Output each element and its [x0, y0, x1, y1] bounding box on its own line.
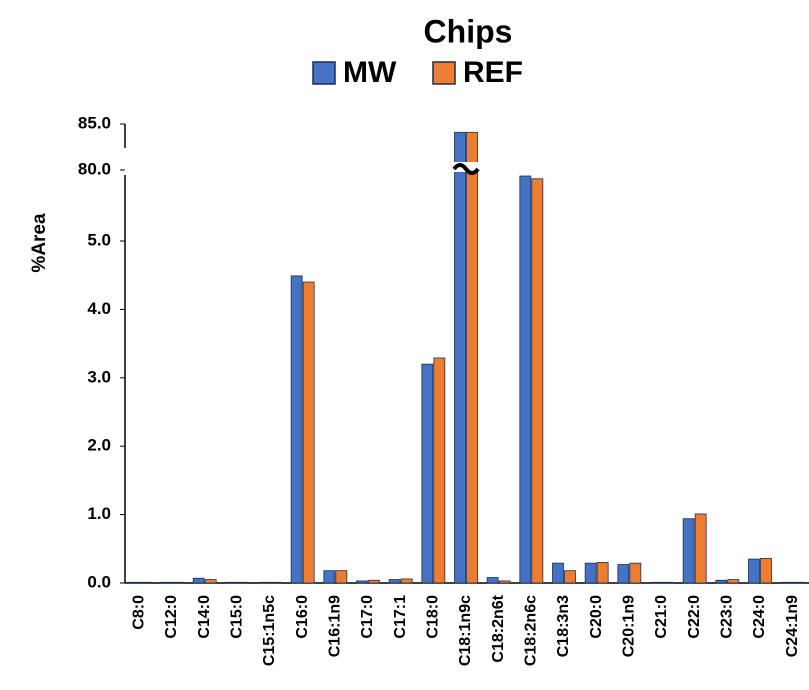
bar — [433, 357, 446, 584]
x-tick-label: C17:1 — [392, 595, 409, 639]
bar — [727, 579, 740, 584]
bar — [225, 581, 238, 584]
bar — [715, 579, 728, 584]
y-axis-label: %Area — [29, 213, 50, 273]
bar — [486, 577, 499, 584]
x-tick-label: C16:1n9 — [327, 595, 344, 657]
y-tick-label: 0.0 — [87, 572, 111, 591]
y-tick-label: 3.0 — [87, 367, 111, 386]
bar — [584, 562, 597, 584]
bar — [302, 281, 315, 584]
bar — [748, 558, 760, 584]
x-tick-label: C20:0 — [588, 595, 605, 639]
bar — [192, 577, 205, 584]
bar — [258, 581, 270, 584]
x-tick-label: C16:0 — [294, 595, 311, 639]
bar — [139, 581, 152, 584]
bar — [629, 562, 642, 584]
x-tick-label: C15:1n5c — [261, 595, 278, 666]
bar — [792, 581, 805, 584]
chart-title: Chips — [424, 13, 513, 49]
bar — [160, 581, 172, 584]
bar — [498, 580, 511, 584]
y-tick-label: 80.0 — [78, 159, 111, 178]
x-tick-label: C24:1n9 — [784, 595, 801, 657]
x-tick-label: C20:1n9 — [621, 595, 638, 657]
y-tick-label: 4.0 — [87, 299, 111, 318]
x-tick-label: C18:3n3 — [555, 595, 572, 657]
break-symbol — [452, 163, 480, 175]
bar — [237, 581, 250, 584]
bar — [650, 581, 662, 584]
bar — [466, 131, 478, 584]
bar — [531, 178, 544, 584]
bar — [760, 557, 772, 584]
y-tick-label: 5.0 — [87, 230, 111, 249]
bar — [421, 363, 434, 584]
bar — [290, 275, 303, 584]
bar — [596, 562, 609, 584]
bar — [454, 131, 466, 584]
bar — [172, 581, 184, 584]
bar — [564, 570, 576, 584]
bar — [127, 581, 140, 584]
x-tick-label: C17:0 — [359, 595, 376, 639]
bar — [519, 175, 532, 584]
bar — [388, 579, 401, 584]
y-tick-label: 1.0 — [87, 504, 111, 523]
legend-swatch — [312, 61, 336, 85]
bar — [780, 581, 793, 584]
x-tick-label: C14:0 — [196, 595, 213, 639]
x-tick-label: C24:0 — [751, 595, 768, 639]
bar — [335, 570, 348, 584]
bar — [682, 518, 695, 584]
bar — [617, 564, 630, 584]
x-tick-label: C18:2n6c — [523, 595, 540, 666]
bar — [270, 581, 282, 584]
bar — [323, 570, 336, 584]
bar — [368, 579, 380, 584]
x-tick-label: C18:2n6t — [490, 594, 507, 662]
legend-swatch — [432, 61, 456, 85]
x-tick-label: C12:0 — [163, 595, 180, 639]
bar — [400, 578, 413, 584]
x-tick-label: C21:0 — [653, 595, 670, 639]
x-tick-label: C18:1n9c — [457, 595, 474, 666]
bar — [356, 580, 368, 584]
bar — [204, 579, 217, 584]
bar — [552, 562, 564, 584]
x-tick-label: C15:0 — [229, 595, 246, 639]
legend-label: REF — [463, 56, 523, 89]
legend-label: MW — [343, 56, 397, 89]
y-tick-label: 85.0 — [78, 113, 111, 132]
x-tick-label: C22:0 — [686, 595, 703, 639]
x-tick-label: C18:0 — [425, 595, 442, 639]
bar — [694, 513, 707, 584]
bar — [662, 581, 674, 584]
y-tick-label: 2.0 — [87, 436, 111, 455]
x-tick-label: C23:0 — [719, 595, 736, 639]
x-tick-label: C8:0 — [131, 595, 148, 630]
legend: MW REF — [312, 56, 523, 89]
